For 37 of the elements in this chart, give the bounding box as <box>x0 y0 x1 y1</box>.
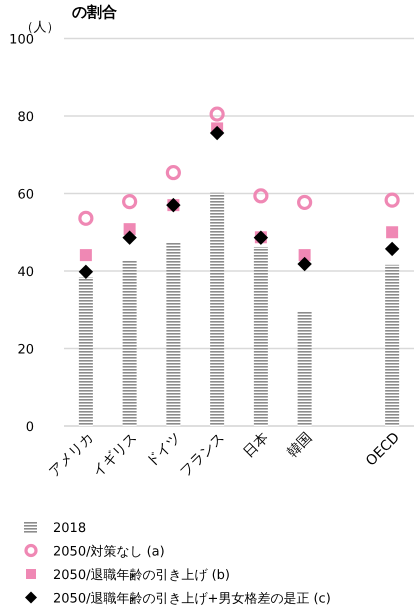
y-tick-label: 60 <box>17 188 34 202</box>
chart-title: の割合 <box>72 3 117 21</box>
point <box>297 194 312 210</box>
x-tick-label: 韓国 <box>284 430 316 461</box>
x-tick-label: 日本 <box>240 430 272 461</box>
y-tick-label: 40 <box>17 265 34 280</box>
bar <box>122 260 137 426</box>
y-tick-label: 80 <box>17 110 34 125</box>
bar <box>298 311 312 426</box>
bar <box>78 277 93 426</box>
point <box>210 106 225 122</box>
point <box>386 226 398 238</box>
point <box>166 164 181 180</box>
y-tick-label: 0 <box>26 420 34 435</box>
point <box>210 126 224 140</box>
bar <box>254 246 268 426</box>
point <box>253 188 268 204</box>
point <box>297 256 312 272</box>
y-tick-label: 20 <box>17 342 34 358</box>
y-axis-title: （人） <box>20 20 60 35</box>
point <box>122 194 138 210</box>
legend-label: 2050/退職年齢の引き上げ+男女格差の是正 (c) <box>53 592 331 606</box>
bar <box>166 242 180 426</box>
x-tick-label: アメリカ <box>46 430 97 480</box>
point <box>78 210 94 226</box>
point <box>80 249 92 262</box>
x-tick-label: フランス <box>177 430 228 480</box>
y-tick-label: 100 <box>9 32 34 48</box>
legend-label: 2050/退職年齢の引き上げ (b) <box>53 568 230 583</box>
point <box>78 264 94 279</box>
point <box>384 192 400 208</box>
point <box>384 242 400 256</box>
bar <box>385 264 400 426</box>
legend-label: 2050/対策なし (a) <box>53 544 165 560</box>
legend-label: 2018 <box>53 521 86 536</box>
bar <box>210 192 224 426</box>
point <box>122 230 137 245</box>
